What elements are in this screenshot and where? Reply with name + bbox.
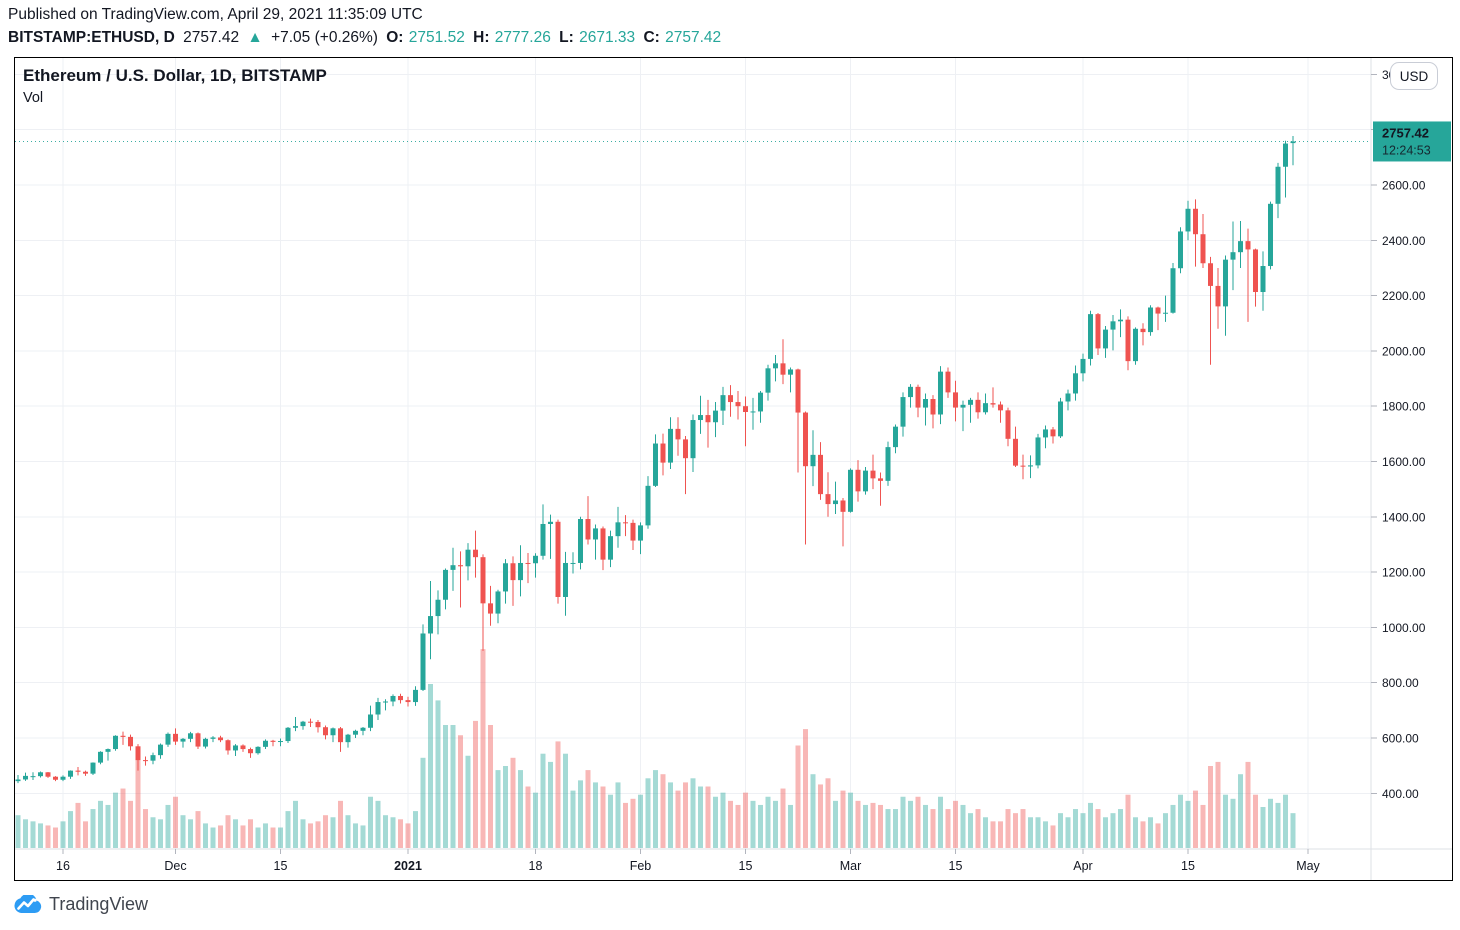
low-value: 2671.33	[579, 29, 636, 46]
svg-text:1000.00: 1000.00	[1382, 621, 1426, 635]
svg-text:2000.00: 2000.00	[1382, 344, 1426, 358]
svg-text:600.00: 600.00	[1382, 732, 1419, 746]
last-price: 2757.42	[183, 29, 240, 46]
open-value: 2751.52	[408, 29, 465, 46]
published-line: Published on TradingView.com, April 29, …	[8, 6, 423, 23]
grid-layer	[15, 58, 1371, 849]
brand-name: TradingView	[49, 894, 149, 914]
candlestick-chart-canvas[interactable]: 400.00 600.00 800.00 1000.00 1200.00 1400.00 1…	[15, 58, 1452, 880]
high-value: 2777.26	[494, 29, 551, 46]
price-change: +7.05 (+0.26%)	[271, 29, 378, 46]
svg-text:12:24:53: 12:24:53	[1382, 143, 1431, 157]
candles-layer	[15, 135, 1296, 784]
svg-text:18: 18	[529, 859, 543, 873]
svg-text:1800.00: 1800.00	[1382, 400, 1426, 414]
svg-text:Feb: Feb	[630, 859, 652, 873]
svg-text:Dec: Dec	[164, 859, 186, 873]
price-axis[interactable]	[1371, 58, 1452, 849]
volume-layer	[15, 649, 1296, 848]
low-label: L:	[559, 29, 574, 46]
svg-text:400.00: 400.00	[1382, 787, 1419, 801]
svg-text:Apr: Apr	[1073, 859, 1092, 873]
close-value: 2757.42	[665, 29, 722, 46]
high-label: H:	[473, 29, 490, 46]
chart-area[interactable]: 400.00 600.00 800.00 1000.00 1200.00 1400.00 1…	[14, 57, 1453, 881]
time-axis[interactable]	[15, 849, 1371, 880]
open-label: O:	[386, 29, 404, 46]
up-arrow-icon: ▲	[247, 29, 263, 46]
svg-text:2600.00: 2600.00	[1382, 179, 1426, 193]
svg-text:2200.00: 2200.00	[1382, 289, 1426, 303]
svg-text:1400.00: 1400.00	[1382, 510, 1426, 524]
svg-text:15: 15	[949, 859, 963, 873]
svg-text:2757.42: 2757.42	[1382, 125, 1429, 140]
svg-text:1600.00: 1600.00	[1382, 455, 1426, 469]
time-axis-labels: 16 Dec 15 2021 18 Feb 15 Mar 15 Apr 15 May	[56, 849, 1321, 873]
current-price-label: 2757.42 12:24:53	[1373, 121, 1451, 162]
close-label: C:	[643, 29, 660, 46]
svg-text:800.00: 800.00	[1382, 676, 1419, 690]
svg-text:2021: 2021	[394, 859, 422, 873]
currency-toggle-button[interactable]: USD	[1390, 62, 1438, 90]
svg-text:1200.00: 1200.00	[1382, 566, 1426, 580]
svg-text:15: 15	[739, 859, 753, 873]
symbol-name: BITSTAMP:ETHUSD, D	[8, 29, 175, 46]
svg-text:15: 15	[1181, 859, 1195, 873]
svg-text:Mar: Mar	[840, 859, 862, 873]
svg-text:16: 16	[56, 859, 70, 873]
tradingview-logo-icon	[14, 895, 42, 913]
svg-text:2400.00: 2400.00	[1382, 234, 1426, 248]
svg-text:May: May	[1296, 859, 1320, 873]
svg-text:15: 15	[274, 859, 288, 873]
symbol-ohlc-line: BITSTAMP:ETHUSD, D 2757.42 ▲ +7.05 (+0.2…	[8, 29, 725, 47]
tradingview-brand[interactable]: TradingView	[14, 894, 148, 915]
